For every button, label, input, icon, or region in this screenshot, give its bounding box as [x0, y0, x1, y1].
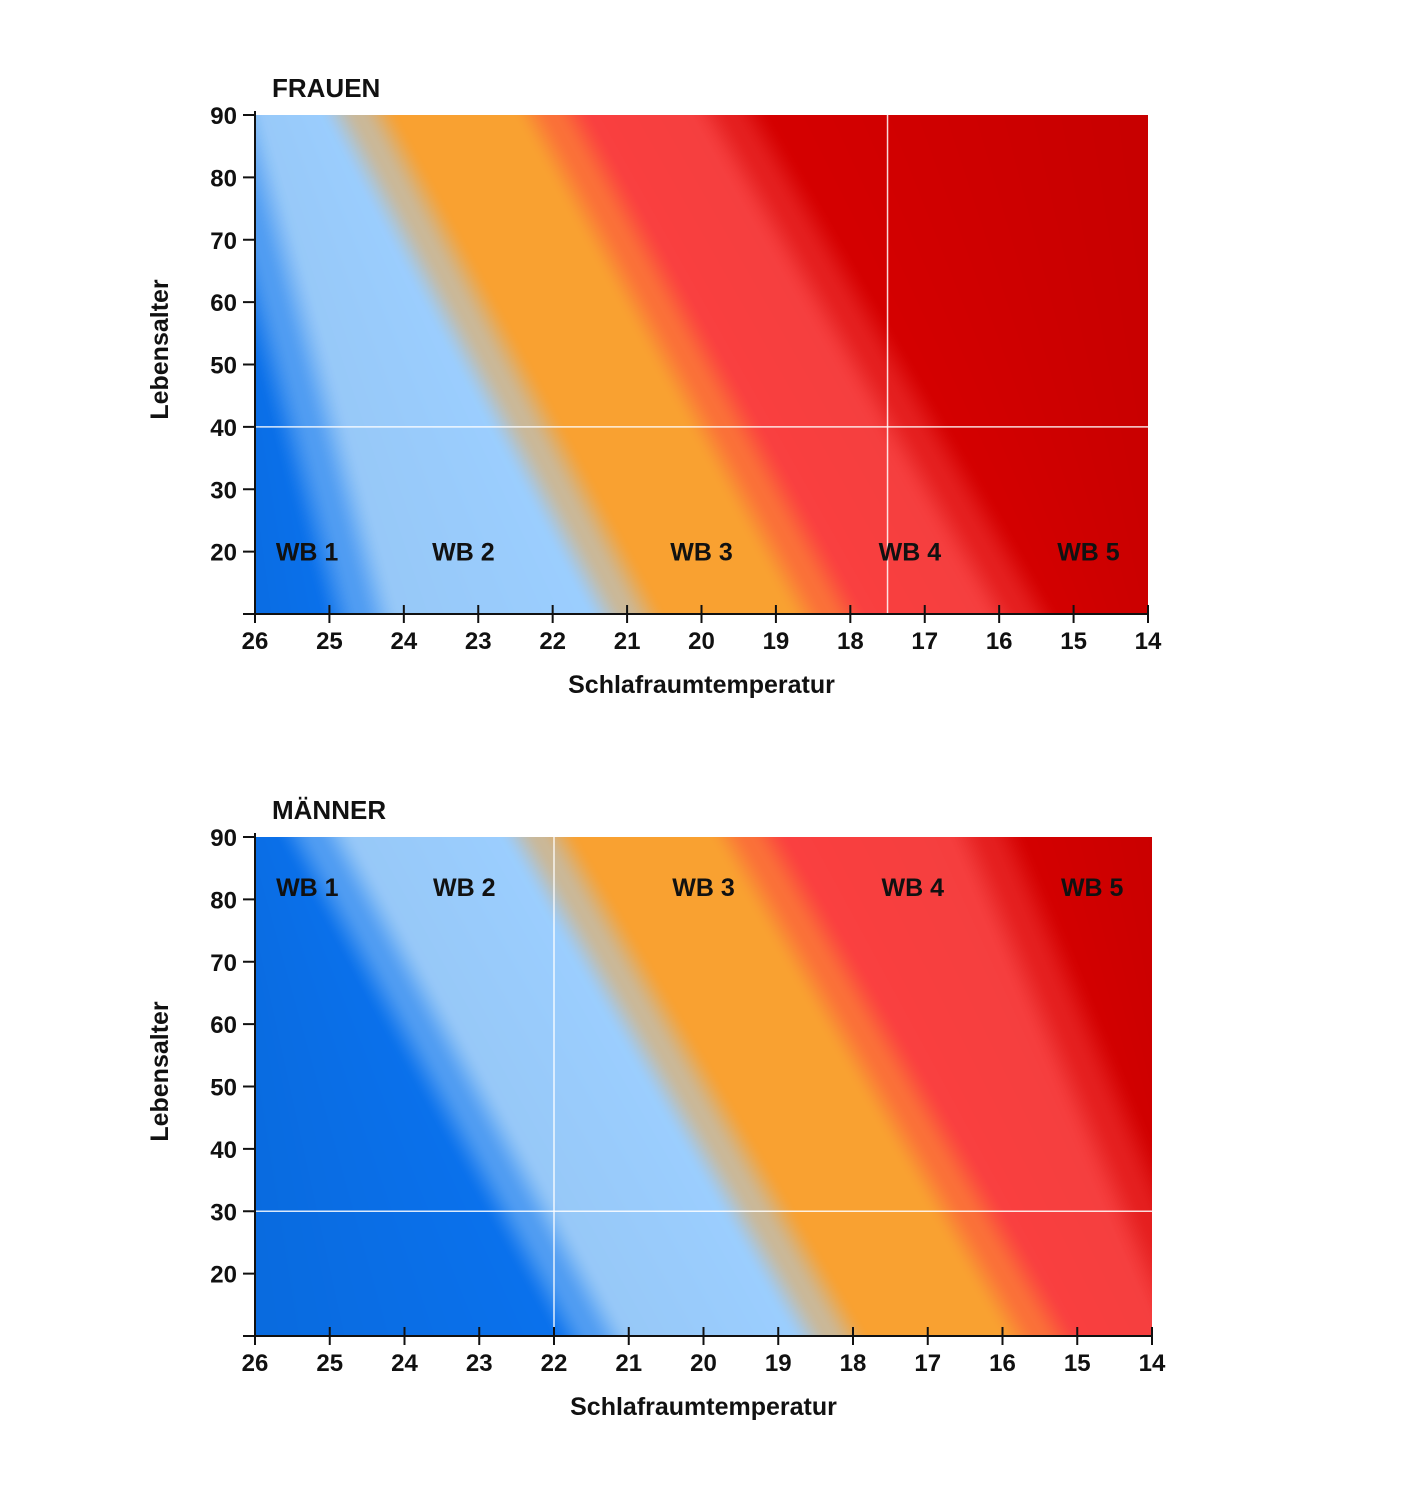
- zone-label-wb3: WB 3: [670, 539, 733, 567]
- x-tick-label: 20: [688, 628, 715, 655]
- x-tick-label: 26: [242, 628, 269, 655]
- x-tick-label: 21: [615, 1350, 642, 1377]
- y-tick-label: 30: [210, 477, 237, 504]
- zone-label-wb5: WB 5: [1061, 874, 1124, 902]
- x-tick-label: 16: [989, 1350, 1016, 1377]
- heatmap-area: [255, 115, 1148, 614]
- y-tick-label: 20: [210, 1262, 237, 1289]
- zone-label-wb5: WB 5: [1057, 539, 1120, 567]
- x-tick-label: 21: [614, 628, 641, 655]
- zone-label-wb1: WB 1: [276, 539, 339, 567]
- x-tick-label: 22: [541, 1350, 568, 1377]
- x-tick-label: 16: [986, 628, 1013, 655]
- x-tick-label: 24: [391, 1350, 418, 1377]
- zone-label-wb1: WB 1: [276, 874, 339, 902]
- chart-title: MÄNNER: [272, 795, 386, 825]
- y-tick-label: 60: [210, 1012, 237, 1039]
- y-axis-label: Lebensalter: [146, 1001, 174, 1142]
- chart-frauen: 90 80 70 60 50 40 30 20 26 25 24 23 22 21 20 19 18 17 16 15…: [0, 60, 1403, 760]
- y-axis-label: Lebensalter: [146, 279, 174, 420]
- x-tick-label: 23: [465, 628, 492, 655]
- zone-label-wb3: WB 3: [672, 874, 735, 902]
- zone-label-wb2: WB 2: [432, 539, 495, 567]
- x-tick-label: 17: [911, 628, 938, 655]
- x-tick-label: 18: [840, 1350, 867, 1377]
- y-tick-label: 90: [210, 103, 237, 130]
- y-tick-label: 50: [210, 1075, 237, 1102]
- x-tick-label: 14: [1139, 1350, 1166, 1377]
- x-axis-label: Schlafraumtemperatur: [568, 671, 835, 699]
- chart-maenner-svg: 90 80 70 60 50 40 30 20 26 25 24 23 22 21 20 19 18 17 16 15…: [146, 795, 1166, 1421]
- zone-label-wb4: WB 4: [879, 539, 942, 567]
- zone-label-wb2: WB 2: [433, 874, 496, 902]
- chart-frauen-svg: 90 80 70 60 50 40 30 20 26 25 24 23 22 21 20 19 18 17 16 15…: [146, 73, 1162, 699]
- y-tick-label: 70: [210, 228, 237, 255]
- x-tick-label: 19: [765, 1350, 792, 1377]
- chart-title: FRAUEN: [272, 73, 380, 103]
- y-tick-label: 80: [210, 887, 237, 914]
- x-tick-label: 14: [1135, 628, 1162, 655]
- x-tick-label: 23: [466, 1350, 493, 1377]
- x-tick-label: 15: [1064, 1350, 1091, 1377]
- y-tick-label: 60: [210, 290, 237, 317]
- x-tick-label: 17: [914, 1350, 941, 1377]
- y-tick-label: 50: [210, 353, 237, 380]
- y-tick-label: 30: [210, 1199, 237, 1226]
- x-tick-label: 26: [242, 1350, 269, 1377]
- y-tick-label: 80: [210, 165, 237, 192]
- y-tick-label: 40: [210, 415, 237, 442]
- y-tick-label: 40: [210, 1137, 237, 1164]
- x-tick-label: 25: [316, 628, 343, 655]
- x-tick-label: 25: [316, 1350, 343, 1377]
- heatmap-area: [255, 837, 1152, 1336]
- x-tick-label: 24: [390, 628, 417, 655]
- y-tick-label: 20: [210, 540, 237, 567]
- x-tick-label: 20: [690, 1350, 717, 1377]
- x-tick-label: 18: [837, 628, 864, 655]
- x-tick-label: 19: [763, 628, 790, 655]
- x-axis-label: Schlafraumtemperatur: [570, 1393, 837, 1421]
- y-tick-label: 90: [210, 825, 237, 852]
- y-tick-label: 70: [210, 950, 237, 977]
- x-tick-label: 15: [1060, 628, 1087, 655]
- zone-label-wb4: WB 4: [882, 874, 945, 902]
- chart-maenner: 90 80 70 60 50 40 30 20 26 25 24 23 22 21 20 19 18 17 16 15…: [0, 780, 1403, 1480]
- x-tick-label: 22: [539, 628, 566, 655]
